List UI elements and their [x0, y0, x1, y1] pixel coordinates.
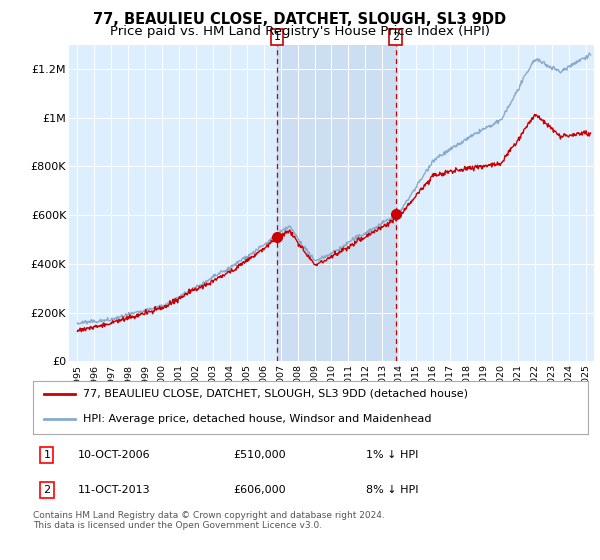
Text: 8% ↓ HPI: 8% ↓ HPI	[366, 486, 419, 495]
Text: £510,000: £510,000	[233, 450, 286, 460]
Text: 1: 1	[274, 32, 280, 42]
Text: 11-OCT-2013: 11-OCT-2013	[77, 486, 150, 495]
Text: 77, BEAULIEU CLOSE, DATCHET, SLOUGH, SL3 9DD: 77, BEAULIEU CLOSE, DATCHET, SLOUGH, SL3…	[94, 12, 506, 27]
Text: HPI: Average price, detached house, Windsor and Maidenhead: HPI: Average price, detached house, Wind…	[83, 414, 431, 424]
Text: 1: 1	[43, 450, 50, 460]
Text: 10-OCT-2006: 10-OCT-2006	[77, 450, 150, 460]
Text: 2: 2	[43, 486, 50, 495]
Text: Price paid vs. HM Land Registry's House Price Index (HPI): Price paid vs. HM Land Registry's House …	[110, 25, 490, 38]
Text: 77, BEAULIEU CLOSE, DATCHET, SLOUGH, SL3 9DD (detached house): 77, BEAULIEU CLOSE, DATCHET, SLOUGH, SL3…	[83, 389, 468, 399]
Text: £606,000: £606,000	[233, 486, 286, 495]
Text: 2: 2	[392, 32, 399, 42]
Bar	[277, 45, 395, 361]
Text: Contains HM Land Registry data © Crown copyright and database right 2024.
This d: Contains HM Land Registry data © Crown c…	[33, 511, 385, 530]
Text: 1% ↓ HPI: 1% ↓ HPI	[366, 450, 418, 460]
